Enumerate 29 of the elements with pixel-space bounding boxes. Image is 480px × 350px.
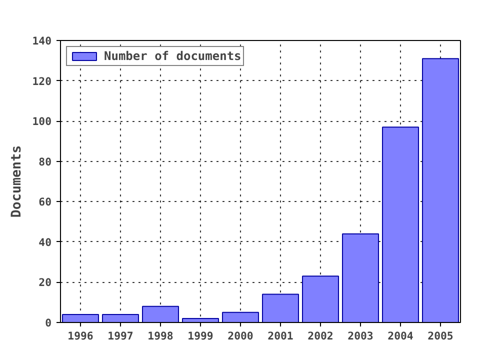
bar <box>262 294 299 322</box>
bar <box>222 312 259 322</box>
y-tick-label: 100 <box>32 115 52 128</box>
y-tick-label: 140 <box>32 34 52 48</box>
y-tick-label: 60 <box>38 196 52 209</box>
legend-label: Number of documents <box>104 49 242 63</box>
x-tick-label: 2005 <box>428 330 454 342</box>
x-tick-label: 1997 <box>108 330 134 342</box>
x-tick-label: 1998 <box>148 330 174 342</box>
bar <box>382 126 419 322</box>
x-tick-label: 2003 <box>348 330 374 342</box>
bar <box>102 314 139 322</box>
y-tick-label: 0 <box>45 316 52 330</box>
x-tick-label: 1996 <box>68 330 94 342</box>
bar <box>342 233 379 322</box>
bar <box>142 306 179 322</box>
y-tick-label: 40 <box>38 236 52 249</box>
y-tick-label: 20 <box>38 276 52 290</box>
x-tick-label: 2004 <box>388 330 414 342</box>
x-tick-label: 2002 <box>308 330 334 342</box>
bar <box>422 58 459 322</box>
x-tick-label: 2001 <box>268 330 294 342</box>
y-axis-title: Documents <box>9 145 24 218</box>
y-tick-label: 120 <box>32 74 52 88</box>
bar <box>62 314 99 322</box>
x-tick-label: 1999 <box>188 330 214 342</box>
y-tick-label: 80 <box>38 155 52 168</box>
bar <box>302 276 339 322</box>
x-tick-label: 2000 <box>228 330 254 342</box>
